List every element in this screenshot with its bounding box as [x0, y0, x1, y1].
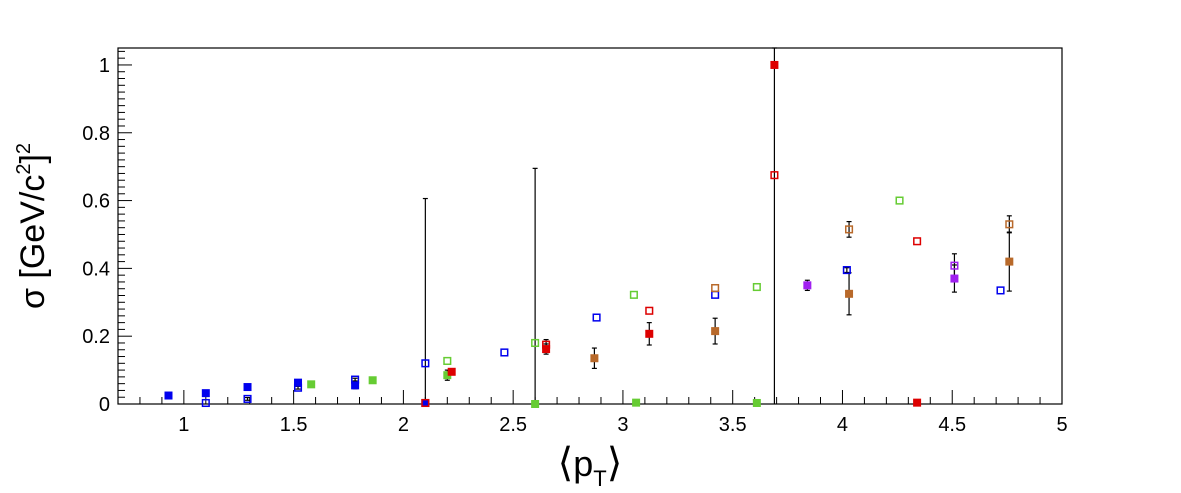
x-tick-label: 2.5 — [499, 414, 527, 436]
data-point — [895, 196, 904, 205]
data-point — [752, 282, 761, 292]
data-point — [770, 171, 779, 180]
data-point — [201, 398, 210, 408]
data-point — [803, 281, 812, 290]
x-tick-label: 2 — [398, 414, 409, 436]
data-point — [711, 327, 720, 336]
data-point — [752, 398, 761, 407]
data-point — [913, 398, 922, 407]
data-point — [950, 274, 959, 283]
data-point — [294, 378, 303, 387]
data-point — [629, 290, 638, 299]
data-point — [443, 356, 452, 365]
data-point — [1005, 220, 1014, 229]
y-tick-label: 0.4 — [82, 258, 110, 280]
data-markers — [164, 60, 1014, 408]
data-point — [950, 261, 959, 270]
data-point — [645, 329, 654, 338]
x-tick-label: 4.5 — [938, 414, 966, 436]
data-point — [542, 340, 551, 349]
data-point — [500, 348, 509, 357]
data-point — [421, 398, 430, 407]
y-tick-label: 1 — [99, 55, 110, 77]
data-point — [421, 359, 430, 368]
y-tick-label: 0.2 — [82, 326, 110, 348]
data-point — [351, 375, 360, 384]
data-point — [307, 380, 316, 389]
data-point — [645, 306, 654, 315]
data-point — [770, 60, 779, 69]
y-axis-title: σ [GeV/c2]2 — [13, 143, 52, 309]
data-point — [531, 400, 540, 408]
data-point — [243, 394, 252, 403]
data-point — [164, 391, 173, 400]
data-point — [590, 354, 599, 363]
x-tick-label: 3.5 — [719, 414, 747, 436]
data-point — [632, 398, 641, 407]
data-point — [443, 371, 452, 380]
data-point — [447, 367, 456, 376]
x-tick-label: 3 — [617, 414, 628, 436]
data-point — [243, 383, 252, 392]
x-tick-label: 1 — [178, 414, 189, 436]
data-point — [531, 338, 540, 348]
x-tick-label: 5 — [1056, 414, 1067, 436]
data-point — [542, 345, 551, 354]
data-point — [845, 225, 854, 234]
y-tick-label: 0 — [99, 394, 110, 416]
data-point — [845, 289, 854, 298]
error-bars — [165, 47, 1012, 404]
data-point — [842, 266, 851, 275]
tick-labels: 1 1.5 2 2.5 3 3.5 4 4.5 5 0 0.2 0.4 0.6 0.8 1 — [82, 55, 1067, 436]
data-point — [351, 381, 360, 390]
data-point — [711, 290, 720, 299]
data-point — [996, 286, 1005, 295]
plot-frame — [117, 47, 1063, 405]
data-point — [293, 383, 303, 392]
data-point — [592, 313, 601, 322]
y-tick-label: 0.8 — [82, 123, 110, 145]
data-point — [368, 376, 377, 385]
data-point — [1005, 257, 1014, 266]
y-tick-label: 0.6 — [82, 191, 110, 213]
data-point — [421, 398, 430, 408]
x-tick-label: 4 — [837, 414, 848, 436]
data-point — [913, 237, 922, 246]
data-point — [711, 283, 720, 293]
x-tick-label: 1.5 — [280, 414, 308, 436]
x-axis-title: ⟨pT⟩ — [558, 441, 623, 491]
axis-ticks — [117, 50, 1063, 405]
data-point — [201, 389, 210, 398]
